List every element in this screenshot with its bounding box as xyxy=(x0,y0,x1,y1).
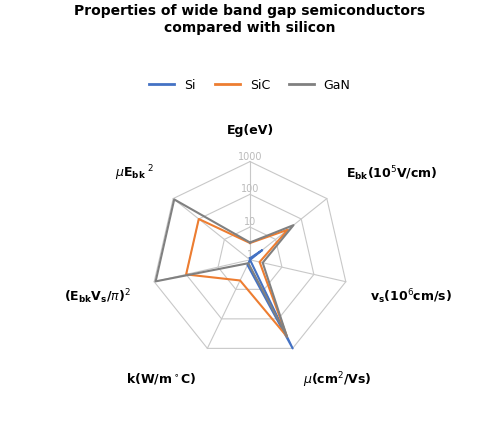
Legend: Si, SiC, GaN: Si, SiC, GaN xyxy=(144,73,356,97)
Text: v$_\mathregular{s}$(10$^6$cm/s): v$_\mathregular{s}$(10$^6$cm/s) xyxy=(370,287,452,306)
Text: E$_\mathregular{bk}$(10$^5$V/cm): E$_\mathregular{bk}$(10$^5$V/cm) xyxy=(346,164,438,183)
Text: Eg(eV): Eg(eV) xyxy=(226,124,274,137)
Text: 10: 10 xyxy=(244,217,256,227)
Text: $\mu$(cm$^2$/Vs): $\mu$(cm$^2$/Vs) xyxy=(304,370,372,390)
Text: k(W/m$^\circ$C): k(W/m$^\circ$C) xyxy=(126,370,196,386)
Text: 1000: 1000 xyxy=(238,151,262,162)
Text: (E$_\mathregular{bk}$V$_\mathregular{s}$/$\pi$)$^2$: (E$_\mathregular{bk}$V$_\mathregular{s}$… xyxy=(64,287,130,306)
Text: 100: 100 xyxy=(241,184,259,194)
Text: Properties of wide band gap semiconductors
compared with silicon: Properties of wide band gap semiconducto… xyxy=(74,4,426,34)
Text: $\mu$E$_\mathregular{bk}$$^{\ 2}$: $\mu$E$_\mathregular{bk}$$^{\ 2}$ xyxy=(115,164,154,183)
Text: 1: 1 xyxy=(247,250,253,260)
